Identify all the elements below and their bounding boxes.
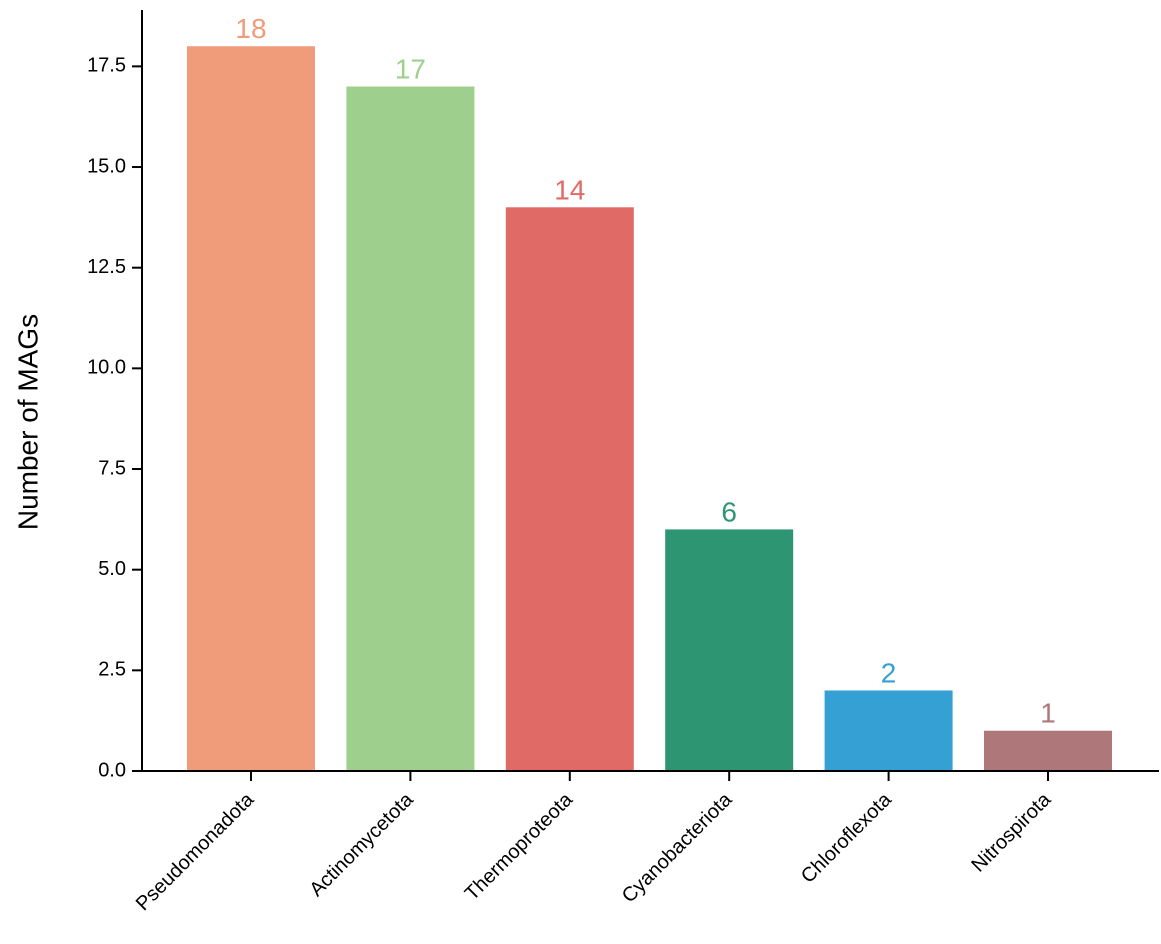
value-label: 6 bbox=[721, 496, 737, 527]
value-label: 1 bbox=[1040, 698, 1056, 729]
bar bbox=[984, 730, 1112, 771]
y-tick-label: 5.0 bbox=[98, 558, 126, 580]
y-tick-label: 2.5 bbox=[98, 659, 126, 681]
x-tick-label: Pseudomonadota bbox=[132, 788, 259, 915]
x-tick-label: Chloroflexota bbox=[797, 788, 897, 888]
x-tick-label: Nitrospirota bbox=[967, 788, 1055, 876]
value-label: 17 bbox=[395, 54, 426, 85]
x-tick-label: Thermoproteota bbox=[461, 788, 578, 905]
x-tick-label: Actinomycetota bbox=[305, 788, 418, 901]
bar bbox=[824, 690, 953, 771]
bar bbox=[665, 529, 794, 771]
y-tick-label: 7.5 bbox=[98, 457, 126, 479]
y-tick-label: 17.5 bbox=[87, 55, 126, 77]
value-label: 2 bbox=[881, 657, 897, 688]
value-label: 14 bbox=[554, 174, 585, 205]
y-tick-label: 15.0 bbox=[87, 155, 126, 177]
x-tick-label: Cyanobacteriota bbox=[618, 788, 737, 907]
bar bbox=[505, 207, 634, 772]
bar bbox=[187, 46, 315, 771]
y-tick-label: 10.0 bbox=[87, 357, 126, 379]
bar bbox=[346, 86, 475, 772]
y-axis-label: Number of MAGs bbox=[12, 314, 43, 530]
y-tick-label: 0.0 bbox=[98, 759, 126, 781]
y-tick-label: 12.5 bbox=[87, 256, 126, 278]
value-label: 18 bbox=[235, 13, 266, 44]
